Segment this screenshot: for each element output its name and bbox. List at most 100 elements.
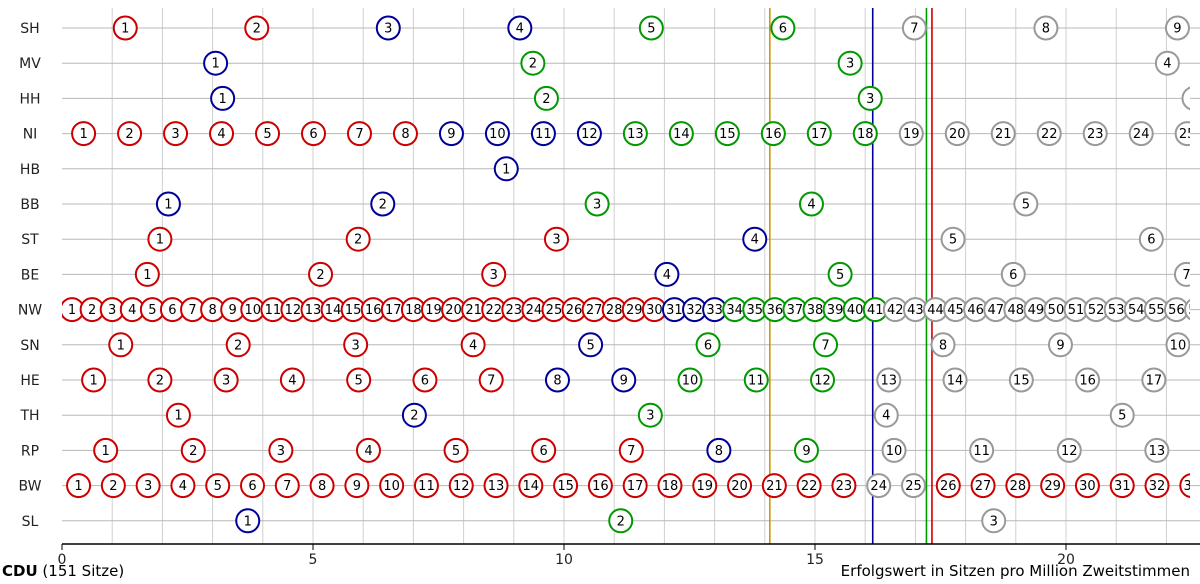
seat-marker-circle xyxy=(857,85,883,111)
x-tick-label: 0 xyxy=(58,552,67,568)
seat-marker: 23 xyxy=(501,297,527,323)
seat-marker-label: 25 xyxy=(905,479,922,494)
seat-marker-circle xyxy=(1165,332,1190,358)
seat-marker-circle xyxy=(309,473,335,499)
seat-marker-label: 2 xyxy=(542,92,550,107)
seat-marker-circle xyxy=(668,121,694,147)
seat-marker: 25 xyxy=(1174,121,1190,147)
seat-marker: 9 xyxy=(344,473,370,499)
seat-marker: 21 xyxy=(761,473,787,499)
seat-marker: 1 xyxy=(165,402,191,428)
seat-marker-label: 7 xyxy=(283,479,291,494)
seat-marker-circle xyxy=(134,261,160,287)
seat-marker: 20 xyxy=(441,297,467,323)
seat-marker: 1 xyxy=(93,437,119,463)
seat-marker-label: 8 xyxy=(939,338,947,353)
seat-marker-label: 8 xyxy=(553,374,561,389)
seat-marker-label: 20 xyxy=(949,127,966,142)
seat-marker-label: 22 xyxy=(1041,127,1058,142)
seat-marker: 2 xyxy=(533,85,559,111)
seat-marker: 5 xyxy=(638,15,664,41)
seat-marker-circle xyxy=(71,121,97,147)
seat-marker: 53 xyxy=(1103,297,1129,323)
seat-marker: 4 xyxy=(460,332,486,358)
seat-marker-label: 2 xyxy=(109,479,117,494)
seat-marker: 2 xyxy=(308,261,334,287)
seat-marker: 3 xyxy=(375,15,401,41)
seat-marker-circle xyxy=(155,191,181,217)
seat-marker-circle xyxy=(279,367,305,393)
seat-marker-circle xyxy=(112,15,138,41)
x-tick-label: 15 xyxy=(806,552,824,568)
seat-marker-circle xyxy=(460,332,486,358)
seat-marker-circle xyxy=(944,121,970,147)
seat-marker-label: 4 xyxy=(217,127,225,142)
seat-marker: 27 xyxy=(970,473,996,499)
seat-marker-label: 51 xyxy=(1068,303,1085,318)
seat-marker-label: 1 xyxy=(502,162,510,177)
seat-marker-circle xyxy=(81,367,107,393)
seat-marker: 2 xyxy=(79,297,105,323)
seat-marker: 6 xyxy=(412,367,438,393)
seat-marker-label: 10 xyxy=(682,374,699,389)
seat-marker-circle xyxy=(743,367,769,393)
party-seats: (151 Sitze) xyxy=(42,562,125,580)
seat-marker-circle xyxy=(793,437,819,463)
seat-marker-label: 21 xyxy=(766,479,783,494)
seat-marker-label: 12 xyxy=(581,127,598,142)
seat-marker: 4 xyxy=(1154,50,1180,76)
party-caption: CDU (151 Sitze) xyxy=(2,562,124,580)
seat-marker: 19 xyxy=(420,297,446,323)
seat-marker-circle xyxy=(180,437,206,463)
seat-marker: 24 xyxy=(866,473,892,499)
seat-marker: 20 xyxy=(727,473,753,499)
seat-marker-label: 26 xyxy=(566,303,583,318)
seat-marker: 21 xyxy=(990,121,1016,147)
seat-marker-label: 7 xyxy=(355,127,363,142)
seat-marker-circle xyxy=(622,121,648,147)
seat-marker-circle xyxy=(108,332,134,358)
seat-marker: 4 xyxy=(798,191,824,217)
seat-marker-label: 3 xyxy=(846,57,854,72)
seat-marker-circle xyxy=(274,473,300,499)
seat-marker-label: 47 xyxy=(987,303,1004,318)
seat-marker: 6 xyxy=(1000,261,1026,287)
seat-marker-label: 2 xyxy=(379,198,387,213)
seat-marker-circle xyxy=(240,473,266,499)
seat-marker: 5 xyxy=(205,473,231,499)
seat-marker-circle xyxy=(483,473,509,499)
seat-marker-label: 10 xyxy=(244,303,261,318)
seat-marker-circle xyxy=(210,85,236,111)
seat-marker: 18 xyxy=(657,473,683,499)
seat-marker-circle xyxy=(1128,121,1154,147)
seat-marker-label: 14 xyxy=(325,303,342,318)
seat-marker-circle xyxy=(706,437,732,463)
seat-marker-label: 1 xyxy=(218,92,226,107)
seat-marker-label: 11 xyxy=(535,127,552,142)
seat-marker-label: 3 xyxy=(144,479,152,494)
seat-marker-label: 18 xyxy=(405,303,422,318)
seat-marker-label: 36 xyxy=(767,303,784,318)
seat-marker-circle xyxy=(531,437,557,463)
seat-marker-label: 28 xyxy=(606,303,623,318)
seat-marker-circle xyxy=(1173,261,1190,287)
seat-marker-circle xyxy=(692,473,718,499)
seat-marker-label: 3 xyxy=(646,409,654,424)
seat-marker-label: 6 xyxy=(1147,233,1155,248)
seat-marker-circle xyxy=(1074,473,1100,499)
seat-marker-label: 1 xyxy=(74,479,82,494)
seat-marker: 9 xyxy=(1047,332,1073,358)
seat-marker-circle xyxy=(379,473,405,499)
seat-marker: 13 xyxy=(1144,437,1170,463)
seat-marker: 24 xyxy=(521,297,547,323)
seat-marker-label: 4 xyxy=(663,268,671,283)
seat-marker: 22 xyxy=(796,473,822,499)
seat-marker-label: 3 xyxy=(990,514,998,529)
seat-marker-circle xyxy=(375,15,401,41)
seat-marker-circle xyxy=(1144,473,1170,499)
seat-marker-circle xyxy=(518,473,544,499)
seat-marker-label: 1 xyxy=(211,57,219,72)
seat-marker-label: 8 xyxy=(1042,22,1050,37)
seat-marker-label: 8 xyxy=(401,127,409,142)
seat-marker-label: 13 xyxy=(881,374,898,389)
